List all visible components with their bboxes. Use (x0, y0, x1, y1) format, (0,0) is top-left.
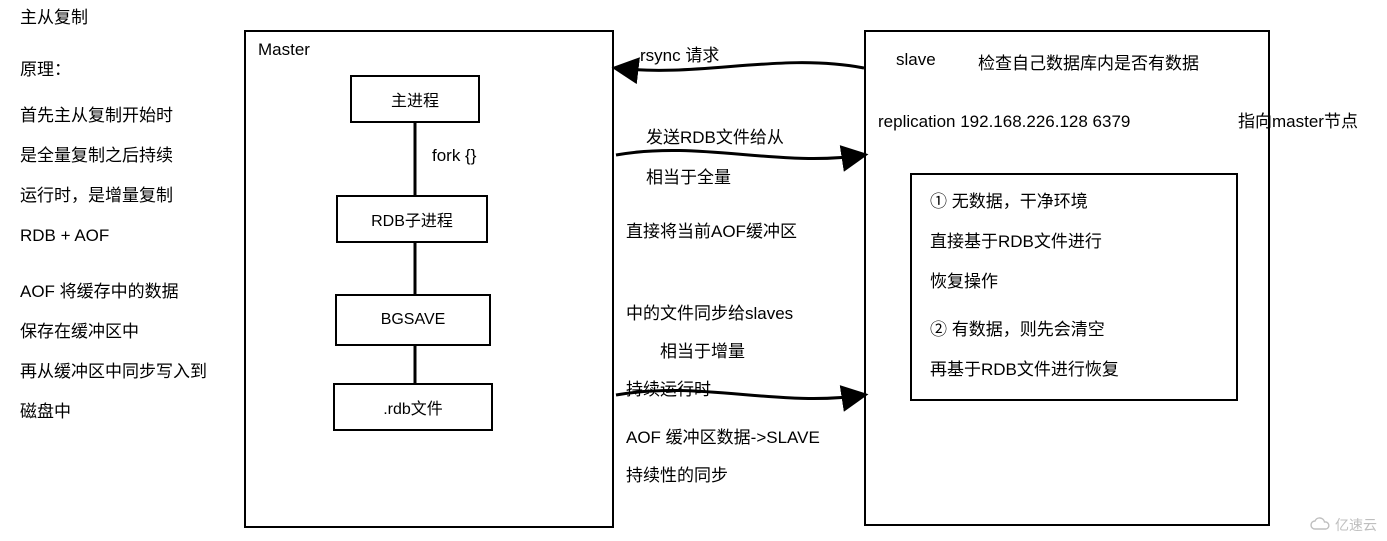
para2-l3: 再从缓冲区中同步写入到 (20, 360, 207, 384)
arrow-aof-label-1: 直接将当前AOF缓冲区 (626, 220, 797, 244)
node-bgsave-label: BGSAVE (381, 311, 446, 329)
para2-l1: AOF 将缓存中的数据 (20, 280, 179, 304)
heading: 原理： (20, 58, 71, 82)
replication-cmd: replication 192.168.226.128 6379 (878, 110, 1130, 134)
node-rdb-file-label: .rdb文件 (383, 395, 443, 419)
node-main-process-label: 主进程 (391, 87, 439, 111)
slave-check-line: 检查自己数据库内是否有数据 (978, 52, 1199, 76)
fork-label: fork {} (432, 146, 476, 166)
node-rdb-file: .rdb文件 (333, 383, 493, 431)
slave-step-1c: 恢复操作 (930, 270, 998, 294)
slave-step-2b: 再基于RDB文件进行恢复 (930, 358, 1119, 382)
arrow-aof-label-3: 相当于增量 (660, 340, 745, 364)
replication-note: 指向master节点 (1238, 110, 1358, 134)
watermark-text: 亿速云 (1335, 515, 1377, 535)
arrow-aof-label-4: 持续运行时 (626, 378, 711, 402)
slave-step-1a: ① 无数据，干净环境 (930, 190, 1088, 214)
para1-l3: 运行时，是增量复制 (20, 184, 173, 208)
master-label: Master (258, 40, 310, 60)
slave-label: slave (896, 50, 936, 70)
node-rdb-child: RDB子进程 (336, 195, 488, 243)
slave-step-2a: ② 有数据，则先会清空 (930, 318, 1105, 342)
diagram-canvas: 主从复制 原理： 首先主从复制开始时 是全量复制之后持续 运行时，是增量复制 R… (0, 0, 1387, 541)
aof-extra-2: 持续性的同步 (626, 464, 728, 488)
node-rdb-child-label: RDB子进程 (371, 207, 453, 231)
cloud-icon (1309, 517, 1331, 534)
para2-l4: 磁盘中 (20, 400, 71, 424)
arrow-rdb-label-2: 相当于全量 (646, 166, 731, 190)
node-bgsave: BGSAVE (335, 294, 491, 346)
aof-extra-1: AOF 缓冲区数据->SLAVE (626, 426, 820, 450)
para1-l2: 是全量复制之后持续 (20, 144, 173, 168)
para1-l1: 首先主从复制开始时 (20, 104, 173, 128)
para1-l4: RDB + AOF (20, 224, 109, 248)
title: 主从复制 (20, 6, 88, 30)
slave-step-1b: 直接基于RDB文件进行 (930, 230, 1102, 254)
arrow-rsync-label: rsync 请求 (640, 44, 719, 68)
arrow-rdb-label-1: 发送RDB文件给从 (646, 126, 784, 150)
arrow-send-rdb (616, 150, 864, 158)
arrow-aof-label-2: 中的文件同步给slaves (626, 302, 793, 326)
watermark: 亿速云 (1309, 515, 1377, 535)
para2-l2: 保存在缓冲区中 (20, 320, 139, 344)
node-main-process: 主进程 (350, 75, 480, 123)
